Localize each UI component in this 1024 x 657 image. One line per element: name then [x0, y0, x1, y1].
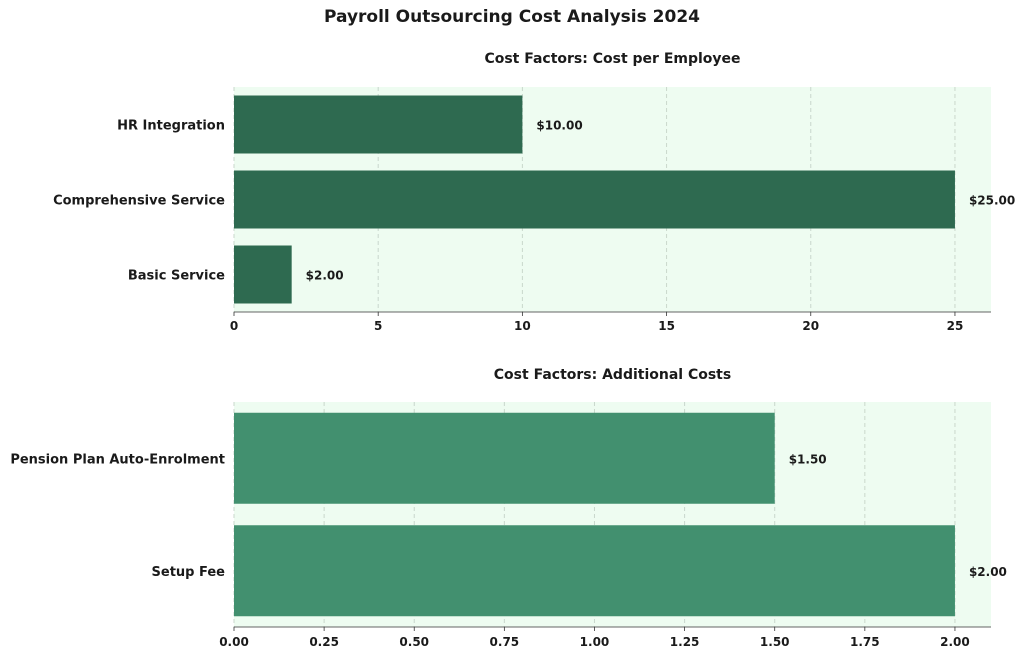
chart-title: Payroll Outsourcing Cost Analysis 2024 [324, 7, 700, 27]
x-tick-label: 0.00 [219, 635, 249, 649]
x-tick-label: 2.00 [940, 635, 970, 649]
bar [234, 412, 775, 504]
x-tick-label: 1.75 [850, 635, 880, 649]
x-tick-label: 15 [658, 319, 675, 333]
bar [234, 525, 955, 617]
panel-title: Cost Factors: Additional Costs [494, 367, 731, 383]
bar [234, 170, 955, 229]
x-tick-label: 1.50 [760, 635, 790, 649]
x-tick-label: 5 [374, 319, 382, 333]
data-label: $2.00 [306, 269, 344, 283]
category-label: Comprehensive Service [53, 194, 225, 209]
panel-2: Cost Factors: Additional Costs Setup Fee $… [10, 367, 1007, 649]
x-tick-label: 1.25 [670, 635, 700, 649]
category-label: HR Integration [117, 119, 225, 134]
x-tick-label: 10 [514, 319, 531, 333]
x-tick-label: 25 [947, 319, 964, 333]
x-tick-label: 0.75 [490, 635, 520, 649]
data-label: $1.50 [789, 452, 827, 466]
chart-panels: Cost Factors: Cost per Employee Basic Ser… [10, 51, 1015, 649]
panel-1: Cost Factors: Cost per Employee Basic Ser… [53, 51, 1015, 333]
x-tick-label: 0.50 [399, 635, 429, 649]
data-label: $25.00 [969, 194, 1015, 208]
bar [234, 245, 292, 304]
category-label: Setup Fee [152, 565, 226, 580]
data-label: $10.00 [536, 119, 582, 133]
bar [234, 95, 523, 154]
x-tick-label: 20 [802, 319, 819, 333]
category-label: Pension Plan Auto-Enrolment [10, 452, 225, 467]
x-tick-label: 1.00 [580, 635, 610, 649]
category-label: Basic Service [128, 269, 225, 284]
x-tick-label: 0.25 [309, 635, 339, 649]
panel-title: Cost Factors: Cost per Employee [484, 51, 740, 67]
x-tick-label: 0 [230, 319, 238, 333]
data-label: $2.00 [969, 565, 1007, 579]
